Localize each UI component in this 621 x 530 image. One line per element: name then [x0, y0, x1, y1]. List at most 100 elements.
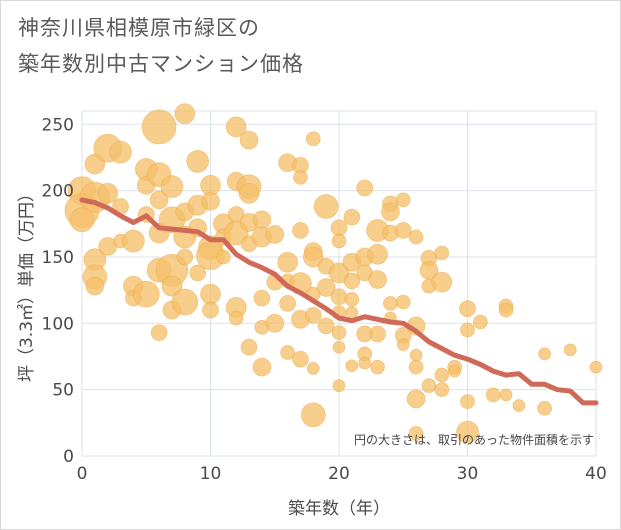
data-point [279, 295, 297, 312]
data-point [304, 306, 322, 324]
data-point [499, 388, 513, 402]
data-point [448, 364, 462, 378]
data-point [589, 360, 603, 374]
data-point [394, 222, 412, 239]
data-point [293, 169, 308, 185]
data-point [141, 109, 177, 145]
data-point [431, 271, 453, 293]
data-point [331, 233, 347, 249]
bubbles [64, 103, 603, 444]
data-point [292, 350, 309, 368]
data-point [313, 194, 339, 219]
y-axis-label: 坪（3.3㎡）単価（万円） [17, 185, 37, 382]
data-point [174, 103, 196, 125]
data-point [161, 275, 183, 297]
size-note: 円の大きさは、取引のあった物件面積を示す [354, 432, 594, 447]
data-point [186, 150, 210, 173]
data-point [302, 246, 324, 268]
x-tick-label: 40 [585, 464, 607, 484]
data-point [408, 229, 424, 245]
data-point [368, 270, 387, 289]
y-tick-label: 200 [42, 182, 74, 202]
y-tick-label: 100 [42, 314, 74, 334]
data-point [149, 190, 169, 210]
data-point [300, 402, 326, 428]
data-point [316, 278, 336, 297]
data-point [200, 283, 221, 305]
data-point [121, 229, 145, 253]
data-point [252, 357, 272, 377]
data-point [171, 288, 199, 316]
data-point [239, 130, 259, 150]
x-tick-label: 0 [77, 464, 88, 484]
data-point [202, 301, 219, 319]
data-point [332, 379, 346, 393]
data-point [228, 310, 244, 326]
data-point [421, 378, 437, 394]
data-point [382, 296, 398, 311]
data-point [396, 338, 410, 351]
x-tick-label: 30 [457, 464, 479, 484]
data-point [331, 325, 347, 340]
x-tick-label: 20 [328, 464, 350, 484]
data-point [332, 340, 346, 354]
data-point [265, 313, 285, 333]
data-point [395, 192, 411, 208]
data-point [292, 222, 309, 239]
chart-title-line1: 神奈川県相模原市緑区の [18, 16, 260, 40]
data-point [563, 343, 577, 357]
data-point [97, 182, 119, 204]
data-point [395, 294, 411, 310]
data-point [265, 225, 285, 244]
data-point [240, 338, 258, 356]
data-point [330, 288, 348, 306]
data-point [485, 387, 501, 403]
data-point [189, 264, 207, 282]
x-axis-label: 築年数（年） [288, 499, 390, 519]
data-point [459, 300, 476, 318]
data-point [370, 359, 385, 375]
data-point [160, 175, 184, 199]
data-point [330, 219, 348, 237]
data-point [380, 202, 400, 222]
data-point [472, 314, 488, 330]
data-point [498, 302, 514, 318]
data-point [201, 191, 220, 211]
chart-title-line2: 築年数別中古マンション価格 [18, 52, 304, 76]
data-point [306, 362, 320, 375]
y-tick-label: 150 [42, 248, 74, 268]
data-point [317, 317, 335, 335]
data-point [460, 394, 475, 409]
data-point [358, 356, 372, 370]
data-point [280, 345, 296, 360]
data-point [408, 426, 424, 441]
data-point [85, 276, 105, 296]
data-point [343, 208, 361, 226]
data-point [109, 140, 132, 164]
y-tick-label: 0 [63, 447, 74, 467]
data-point [253, 289, 271, 307]
data-point [434, 382, 450, 398]
data-point [132, 280, 160, 308]
data-point [150, 324, 168, 341]
data-point [344, 292, 360, 307]
data-point [512, 399, 526, 412]
x-tick-label: 10 [200, 464, 222, 484]
y-tick-label: 50 [52, 381, 74, 401]
trend-line [79, 197, 599, 406]
data-point [408, 359, 424, 375]
data-point [345, 359, 359, 373]
data-point [305, 131, 321, 147]
data-point [434, 245, 450, 261]
data-point [406, 389, 426, 409]
data-point [215, 249, 231, 265]
data-point [538, 347, 551, 361]
data-point [460, 322, 475, 338]
data-point [356, 179, 374, 197]
data-point [252, 210, 272, 230]
data-point [225, 116, 247, 138]
data-point [343, 272, 361, 290]
data-point [277, 251, 299, 273]
data-point [238, 182, 260, 204]
